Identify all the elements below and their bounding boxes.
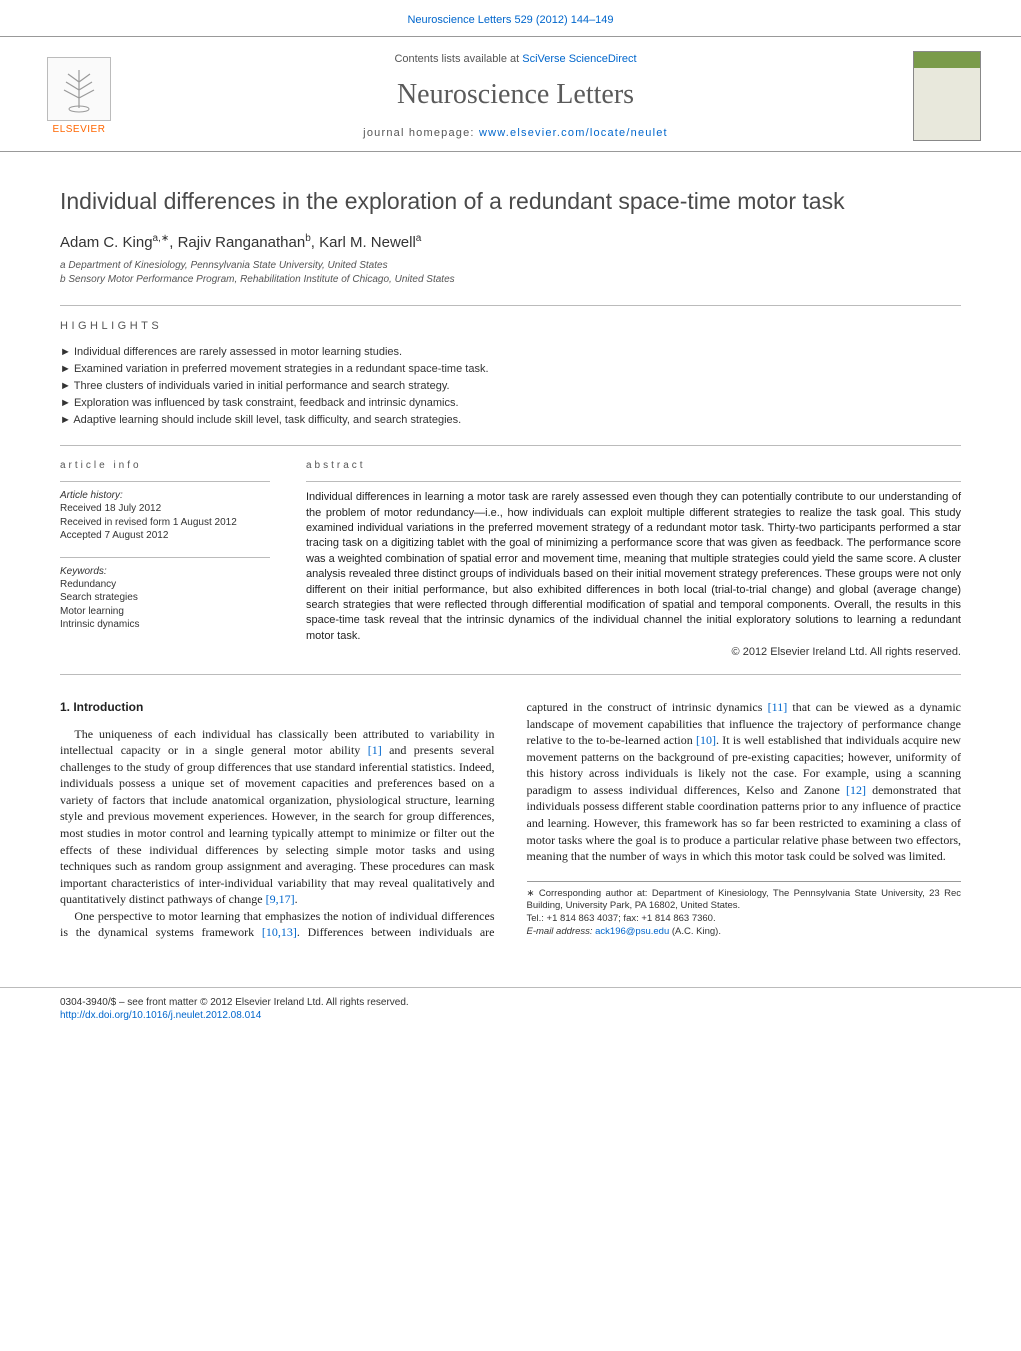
homepage-prefix: journal homepage: [363,127,479,139]
affiliations: a Department of Kinesiology, Pennsylvani… [60,259,961,287]
email-label: E-mail address: [527,926,596,937]
email-link[interactable]: ack196@psu.edu [595,926,669,937]
citation-link[interactable]: [11] [768,700,788,714]
contents-prefix: Contents lists available at [394,53,522,65]
authors-line: Adam C. Kinga,∗, Rajiv Ranganathanb, Kar… [60,233,961,251]
journal-cover-thumbnail [913,51,981,141]
corr-email-line: E-mail address: ack196@psu.edu (A.C. Kin… [527,926,962,939]
received-date: Received 18 July 2012 [60,502,270,516]
abstract-copyright: © 2012 Elsevier Ireland Ltd. All rights … [306,646,961,658]
highlights-list: Individual differences are rarely assess… [60,344,961,429]
citation-link[interactable]: [10,13] [262,925,297,939]
keywords-block: Keywords: Redundancy Search strategies M… [60,557,270,632]
highlight-item: Individual differences are rarely assess… [60,344,961,361]
author-1-sup: a,∗ [153,233,170,244]
homepage-line: journal homepage: www.elsevier.com/locat… [142,127,889,139]
author-3-sup: a [416,233,422,244]
divider [60,674,961,675]
highlight-item: Three clusters of individuals varied in … [60,378,961,395]
highlights-heading: highlights [60,320,961,332]
keyword: Intrinsic dynamics [60,618,270,632]
footer-meta: 0304-3940/$ – see front matter © 2012 El… [0,987,1021,1043]
highlight-item: Examined variation in preferred movement… [60,361,961,378]
article-info-heading: article info [60,460,270,471]
abstract-heading: abstract [306,460,961,471]
highlight-item: Exploration was influenced by task const… [60,395,961,412]
sciencedirect-link[interactable]: SciVerse ScienceDirect [522,53,636,65]
contents-line: Contents lists available at SciVerse Sci… [142,53,889,65]
citation-link[interactable]: [9,17] [266,892,295,906]
homepage-url[interactable]: www.elsevier.com/locate/neulet [479,127,668,139]
intro-paragraph-1: The uniqueness of each individual has cl… [60,726,495,908]
journal-name: Neuroscience Letters [142,79,889,111]
journal-banner: ELSEVIER Contents lists available at Sci… [0,36,1021,152]
affiliation-a: a Department of Kinesiology, Pennsylvani… [60,259,961,273]
info-abstract-row: article info Article history: Received 1… [60,460,961,658]
intro-heading: 1. Introduction [60,699,495,716]
revised-date: Received in revised form 1 August 2012 [60,516,270,530]
history-heading: Article history: [60,490,270,501]
accepted-date: Accepted 7 August 2012 [60,529,270,543]
elsevier-text: ELSEVIER [53,124,106,135]
elsevier-logo: ELSEVIER [40,51,118,141]
keyword: Motor learning [60,605,270,619]
corresponding-author-block: ∗ Corresponding author at: Department of… [527,881,962,939]
history-block: Article history: Received 18 July 2012 R… [60,481,270,543]
keyword: Redundancy [60,578,270,592]
corr-line-1: ∗ Corresponding author at: Department of… [527,888,962,914]
doi-link[interactable]: http://dx.doi.org/10.1016/j.neulet.2012.… [60,1009,961,1023]
citation-link[interactable]: [10] [696,733,716,747]
corr-tel: Tel.: +1 814 863 4037; fax: +1 814 863 7… [527,913,962,926]
author-3: , Karl M. Newell [311,234,416,251]
citation-link[interactable]: [12] [846,783,866,797]
citation-header: Neuroscience Letters 529 (2012) 144–149 [0,0,1021,36]
article-info-column: article info Article history: Received 1… [60,460,270,658]
issn-line: 0304-3940/$ – see front matter © 2012 El… [60,996,961,1010]
author-1: Adam C. King [60,234,153,251]
highlight-item: Adaptive learning should include skill l… [60,412,961,429]
abstract-column: abstract Individual differences in learn… [306,460,961,658]
affiliation-b: b Sensory Motor Performance Program, Reh… [60,273,961,287]
article-title: Individual differences in the exploratio… [60,188,961,215]
divider [60,305,961,306]
banner-center: Contents lists available at SciVerse Sci… [142,53,889,139]
abstract-text: Individual differences in learning a mot… [306,481,961,644]
elsevier-tree-icon [47,57,111,121]
keywords-heading: Keywords: [60,566,270,577]
citation-link[interactable]: [1] [368,743,382,757]
intro-two-column: 1. Introduction The uniqueness of each i… [60,699,961,941]
email-suffix: (A.C. King). [669,926,721,937]
divider [60,445,961,446]
author-2: , Rajiv Ranganathan [169,234,305,251]
keyword: Search strategies [60,591,270,605]
